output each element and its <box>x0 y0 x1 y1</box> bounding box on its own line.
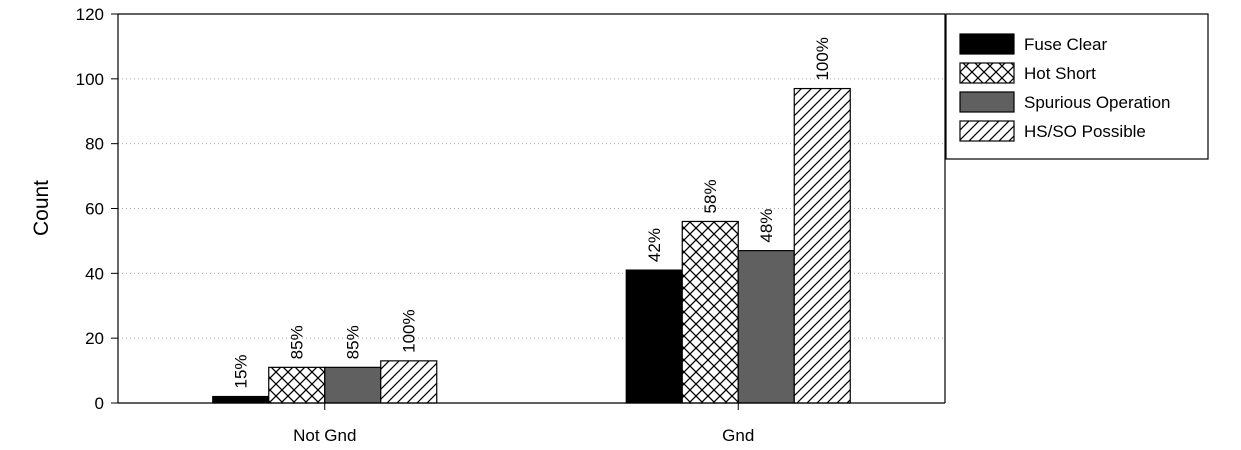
data-label: 85% <box>288 325 307 359</box>
y-tick-label: 120 <box>76 5 104 24</box>
bar <box>625 269 683 404</box>
y-axis-title: Count <box>30 180 53 236</box>
data-label: 100% <box>813 37 832 80</box>
bar <box>268 366 326 404</box>
y-tick-label: 0 <box>95 394 104 413</box>
bar <box>324 366 382 404</box>
legend-label: Fuse Clear <box>1024 35 1107 54</box>
data-label: 42% <box>645 228 664 262</box>
y-tick-label: 20 <box>85 329 104 348</box>
legend-swatch <box>959 91 1015 113</box>
bar <box>212 395 270 404</box>
y-tick-label: 80 <box>85 135 104 154</box>
data-label: 48% <box>757 209 776 243</box>
data-labels: 15% 85% 85% 100% 42% 58% 48% 100% <box>232 37 833 388</box>
legend-swatch <box>959 33 1015 55</box>
data-label: 100% <box>400 309 419 352</box>
bar <box>380 360 438 404</box>
x-tick-label: Gnd <box>722 426 754 445</box>
x-tick-label: Not Gnd <box>293 426 356 445</box>
legend-label: HS/SO Possible <box>1024 122 1146 141</box>
bars <box>212 87 851 404</box>
bar <box>681 220 739 404</box>
data-label: 58% <box>701 179 720 213</box>
data-label: 15% <box>232 354 251 388</box>
legend-label: Spurious Operation <box>1024 93 1170 112</box>
y-tick-label: 100 <box>76 70 104 89</box>
legend-label: Hot Short <box>1024 64 1096 83</box>
legend-swatch <box>959 120 1015 142</box>
bar <box>737 250 795 404</box>
y-tick-label: 40 <box>85 264 104 283</box>
legend-swatch <box>959 62 1015 84</box>
bar <box>793 87 851 404</box>
data-label: 85% <box>344 325 363 359</box>
axes: 0 20 40 60 80 100 120 Not Gnd Gnd <box>76 5 946 445</box>
legend: Fuse Clear Hot Short Spurious Operation HS/… <box>945 13 1209 160</box>
y-tick-label: 60 <box>85 200 104 219</box>
